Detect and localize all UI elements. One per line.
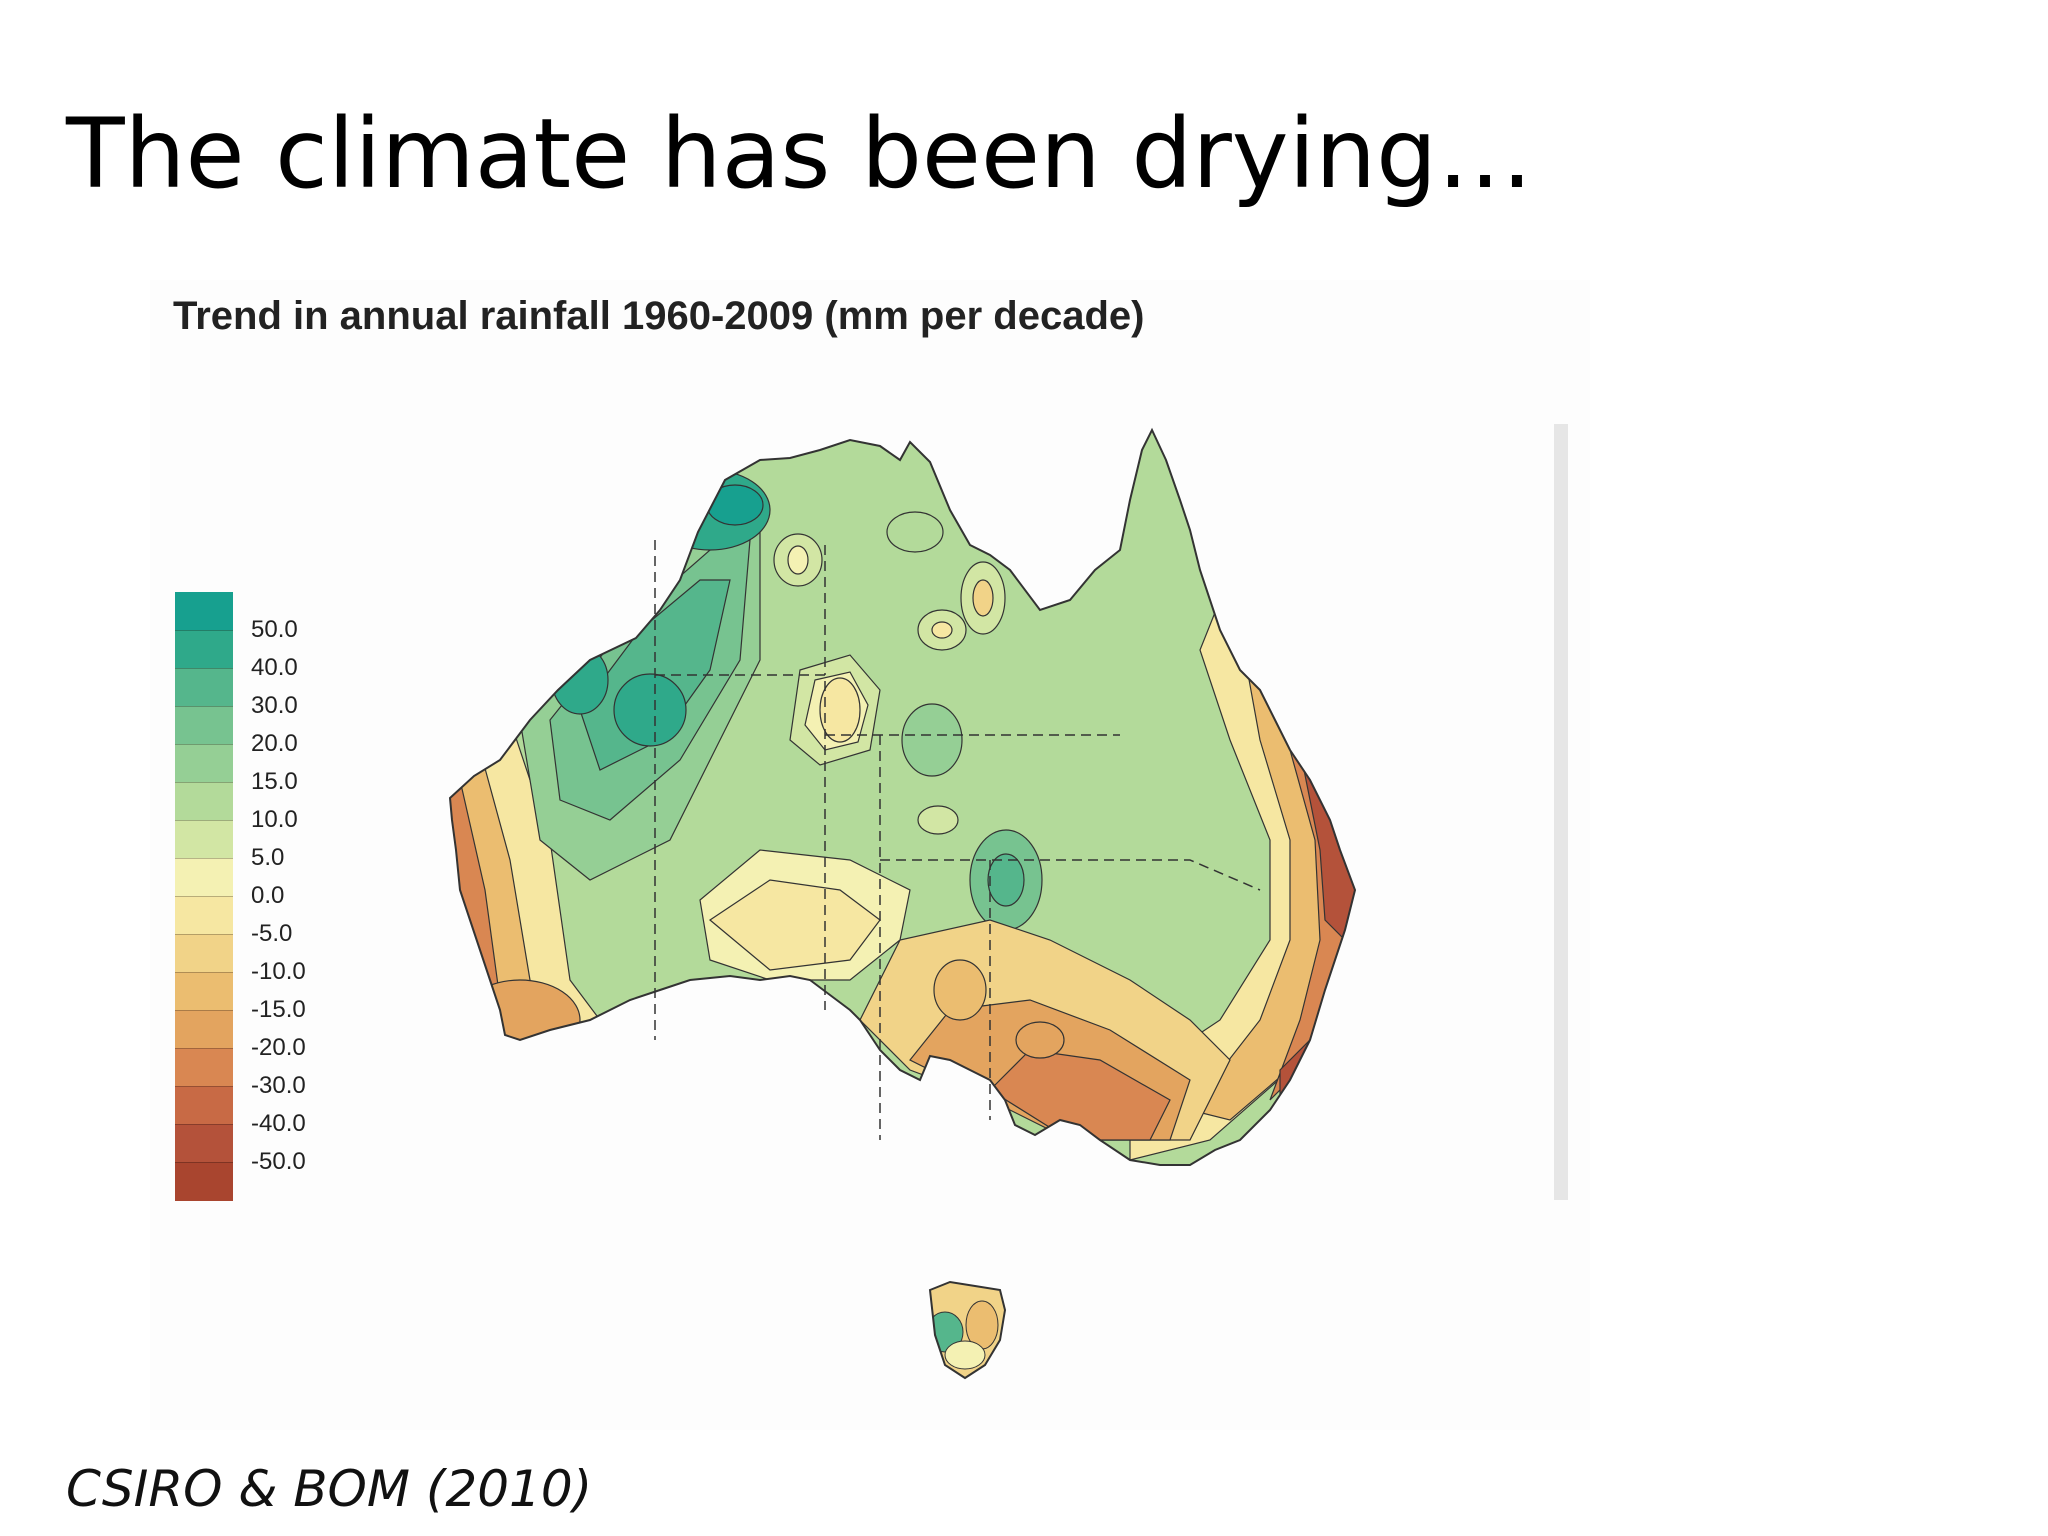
- rainfall-zone: [931, 621, 953, 639]
- rainfall-zone: [899, 1079, 991, 1141]
- state-borders: [654, 540, 1261, 1140]
- rainfall-zone: [1015, 1021, 1065, 1059]
- rainfall-zone: [819, 677, 861, 743]
- australia-rainfall-map: [449, 429, 1356, 1379]
- mainland-rainfall-zones: [449, 429, 1356, 1166]
- rainfall-zone: [459, 979, 581, 1061]
- legend-label: -5.0: [251, 920, 293, 947]
- legend-label: 10.0: [251, 806, 298, 833]
- rainfall-zone: [787, 545, 809, 575]
- divider-bar: [1554, 424, 1568, 1200]
- legend-label: -40.0: [251, 1110, 306, 1137]
- legend-label: 20.0: [251, 730, 298, 757]
- legend-label: 30.0: [251, 692, 298, 719]
- rainfall-zone: [972, 579, 994, 617]
- legend-swatch: [175, 592, 233, 630]
- legend-swatch: [175, 1124, 233, 1163]
- legend-label: -20.0: [251, 1034, 306, 1061]
- map-title: Trend in annual rainfall 1960-2009 (mm p…: [173, 294, 1145, 338]
- legend-label: -30.0: [251, 1072, 306, 1099]
- legend-swatch: [175, 858, 233, 897]
- legend-label: 15.0: [251, 768, 298, 795]
- rainfall-zone: [917, 805, 959, 835]
- slide-title: The climate has been drying…: [66, 98, 1534, 210]
- legend-swatch: [175, 1010, 233, 1049]
- legend-swatch: [175, 896, 233, 935]
- legend-swatch: [175, 706, 233, 745]
- legend-swatch: [175, 668, 233, 707]
- rainfall-zone: [886, 511, 944, 553]
- legend-label: 0.0: [251, 882, 285, 909]
- legend-swatch: [175, 630, 233, 669]
- legend-swatch: [175, 1048, 233, 1087]
- legend-swatch: [175, 1086, 233, 1125]
- legend-label: 50.0: [251, 616, 298, 643]
- legend-label: 5.0: [251, 844, 285, 871]
- legend-label: 40.0: [251, 654, 298, 681]
- rainfall-zone: [987, 853, 1025, 907]
- legend-swatch: [175, 934, 233, 973]
- rainfall-zone: [933, 959, 987, 1021]
- legend-label: -15.0: [251, 996, 306, 1023]
- legend-swatch: [175, 972, 233, 1011]
- citation: CSIRO & BOM (2010): [66, 1460, 593, 1518]
- legend-swatch: [175, 782, 233, 821]
- legend-label: -50.0: [251, 1148, 306, 1175]
- tasmania-rainfall-zones: [929, 1281, 1006, 1379]
- rainfall-zone: [706, 484, 764, 526]
- legend-label: -10.0: [251, 958, 306, 985]
- state-border-line: [880, 859, 1261, 891]
- legend-swatch: [175, 1162, 233, 1201]
- rainfall-zone: [613, 673, 687, 747]
- rainfall-zone: [901, 703, 963, 777]
- legend-swatch: [175, 744, 233, 783]
- legend-swatch: [175, 820, 233, 859]
